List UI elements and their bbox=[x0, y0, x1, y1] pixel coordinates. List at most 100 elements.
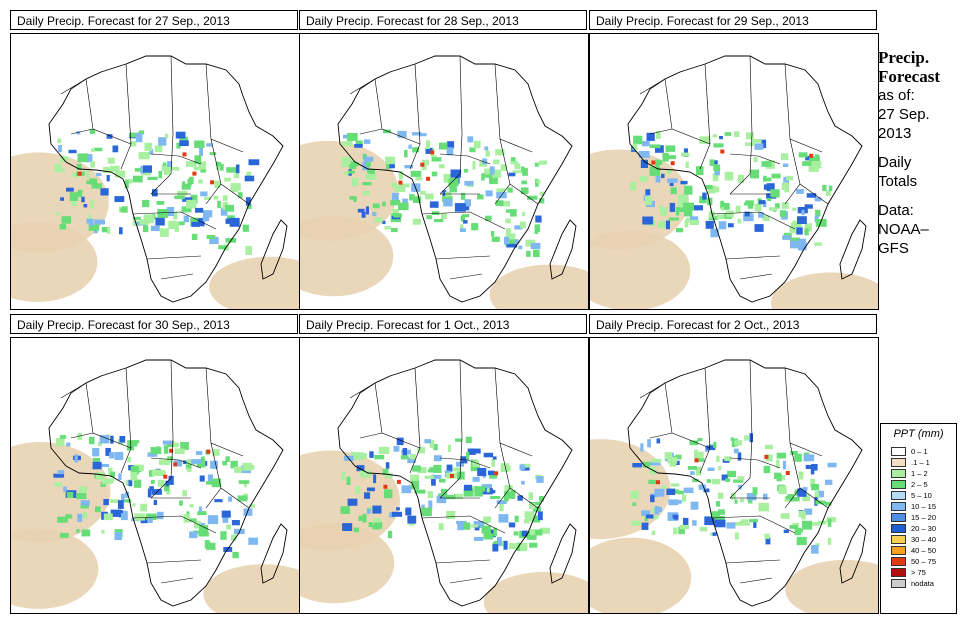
legend-item: 5 – 10 bbox=[881, 490, 956, 501]
precip-cell bbox=[210, 460, 218, 469]
precip-cell bbox=[737, 452, 742, 461]
precip-cell bbox=[492, 544, 499, 552]
precip-cell bbox=[505, 239, 515, 247]
precip-cell bbox=[108, 467, 113, 477]
precip-cell bbox=[66, 442, 71, 447]
precip-cell bbox=[676, 207, 680, 216]
precip-cell bbox=[245, 246, 252, 255]
precip-cell bbox=[763, 465, 771, 474]
precip-cell bbox=[373, 474, 377, 484]
precip-cell bbox=[689, 440, 699, 446]
precip-cell bbox=[727, 223, 734, 228]
precip-cell bbox=[429, 467, 439, 473]
precip-cell bbox=[164, 167, 171, 175]
precip-cell bbox=[101, 529, 105, 534]
precip-cell bbox=[198, 531, 209, 537]
precip-cell bbox=[533, 249, 540, 257]
precip-cell bbox=[484, 168, 496, 177]
precip-cell bbox=[712, 479, 721, 485]
precip-cell bbox=[485, 215, 492, 221]
precip-cell bbox=[90, 199, 94, 209]
precip-cell bbox=[632, 463, 643, 468]
country-border bbox=[799, 487, 829, 509]
precip-cell bbox=[792, 207, 797, 211]
precip-cell bbox=[655, 145, 664, 153]
sand-patch bbox=[300, 523, 395, 604]
precip-cell bbox=[368, 522, 374, 528]
precip-cell bbox=[189, 531, 198, 539]
precip-cell bbox=[651, 458, 662, 463]
precip-cell bbox=[539, 160, 547, 165]
precip-cell bbox=[368, 507, 377, 512]
precip-cell bbox=[156, 201, 165, 205]
precip-cell bbox=[147, 518, 153, 523]
precip-cell bbox=[361, 211, 366, 218]
precip-cell bbox=[372, 524, 380, 530]
precip-cell bbox=[500, 463, 509, 473]
country-border bbox=[160, 577, 194, 584]
country-border bbox=[170, 55, 174, 135]
precip-cell bbox=[649, 144, 661, 149]
precip-cell bbox=[110, 435, 114, 444]
precip-cell bbox=[507, 187, 513, 193]
precip-cell bbox=[347, 498, 358, 506]
legend-swatch bbox=[891, 469, 906, 478]
precip-cell bbox=[483, 452, 494, 458]
precip-cell bbox=[82, 512, 88, 519]
precip-cell bbox=[690, 216, 699, 220]
precip-cell bbox=[65, 514, 73, 519]
precip-cell bbox=[425, 140, 430, 149]
precip-cell bbox=[426, 215, 432, 220]
precip-cell bbox=[721, 207, 725, 211]
precip-cell bbox=[733, 479, 744, 483]
precip-cell bbox=[690, 471, 695, 475]
country-border bbox=[146, 559, 202, 564]
country-border bbox=[435, 255, 491, 260]
precip-cell bbox=[814, 491, 820, 500]
precip-cell bbox=[493, 527, 497, 537]
precip-cell bbox=[149, 486, 154, 491]
precip-cell bbox=[106, 134, 113, 139]
precip-cell bbox=[83, 204, 88, 208]
precip-cell bbox=[439, 142, 448, 150]
precip-cell bbox=[153, 499, 158, 505]
precip-cell bbox=[150, 225, 160, 231]
precip-cell bbox=[525, 239, 536, 247]
precip-cell bbox=[59, 168, 65, 172]
precip-cell bbox=[433, 444, 438, 451]
precip-cell bbox=[92, 457, 101, 464]
legend-label: 2 – 5 bbox=[911, 480, 928, 489]
precip-cell bbox=[193, 521, 201, 529]
precip-cell bbox=[177, 190, 188, 196]
precip-cell bbox=[385, 462, 390, 469]
precip-cell bbox=[747, 497, 753, 504]
precip-cell bbox=[80, 503, 89, 509]
precip-cell bbox=[690, 501, 699, 510]
forecast-panel-2: Daily Precip. Forecast for 28 Sep., 2013 bbox=[299, 10, 589, 310]
country-border bbox=[170, 359, 174, 439]
precip-cell bbox=[431, 211, 440, 215]
precip-cell bbox=[534, 162, 539, 167]
precip-cell bbox=[721, 474, 728, 481]
precip-cell bbox=[815, 543, 820, 547]
precip-cell bbox=[392, 208, 399, 216]
precip-cell bbox=[431, 474, 442, 479]
precip-map bbox=[299, 33, 589, 310]
legend-swatch bbox=[891, 513, 906, 522]
precip-cell bbox=[797, 488, 807, 497]
legend-label: 15 – 20 bbox=[911, 513, 937, 522]
precip-cell bbox=[536, 476, 544, 483]
legend-label: 20 – 30 bbox=[911, 524, 937, 533]
country-border bbox=[449, 577, 483, 584]
precip-cell bbox=[232, 551, 239, 559]
precip-cell bbox=[212, 449, 220, 456]
precip-cell bbox=[506, 228, 511, 236]
country-border bbox=[125, 63, 132, 145]
precip-cell bbox=[124, 179, 133, 184]
precip-cell bbox=[234, 466, 243, 473]
precip-cell bbox=[198, 161, 207, 170]
precip-cell bbox=[169, 166, 180, 171]
precip-cell bbox=[657, 223, 667, 229]
precip-cell bbox=[814, 242, 822, 246]
precip-cell bbox=[93, 147, 103, 152]
